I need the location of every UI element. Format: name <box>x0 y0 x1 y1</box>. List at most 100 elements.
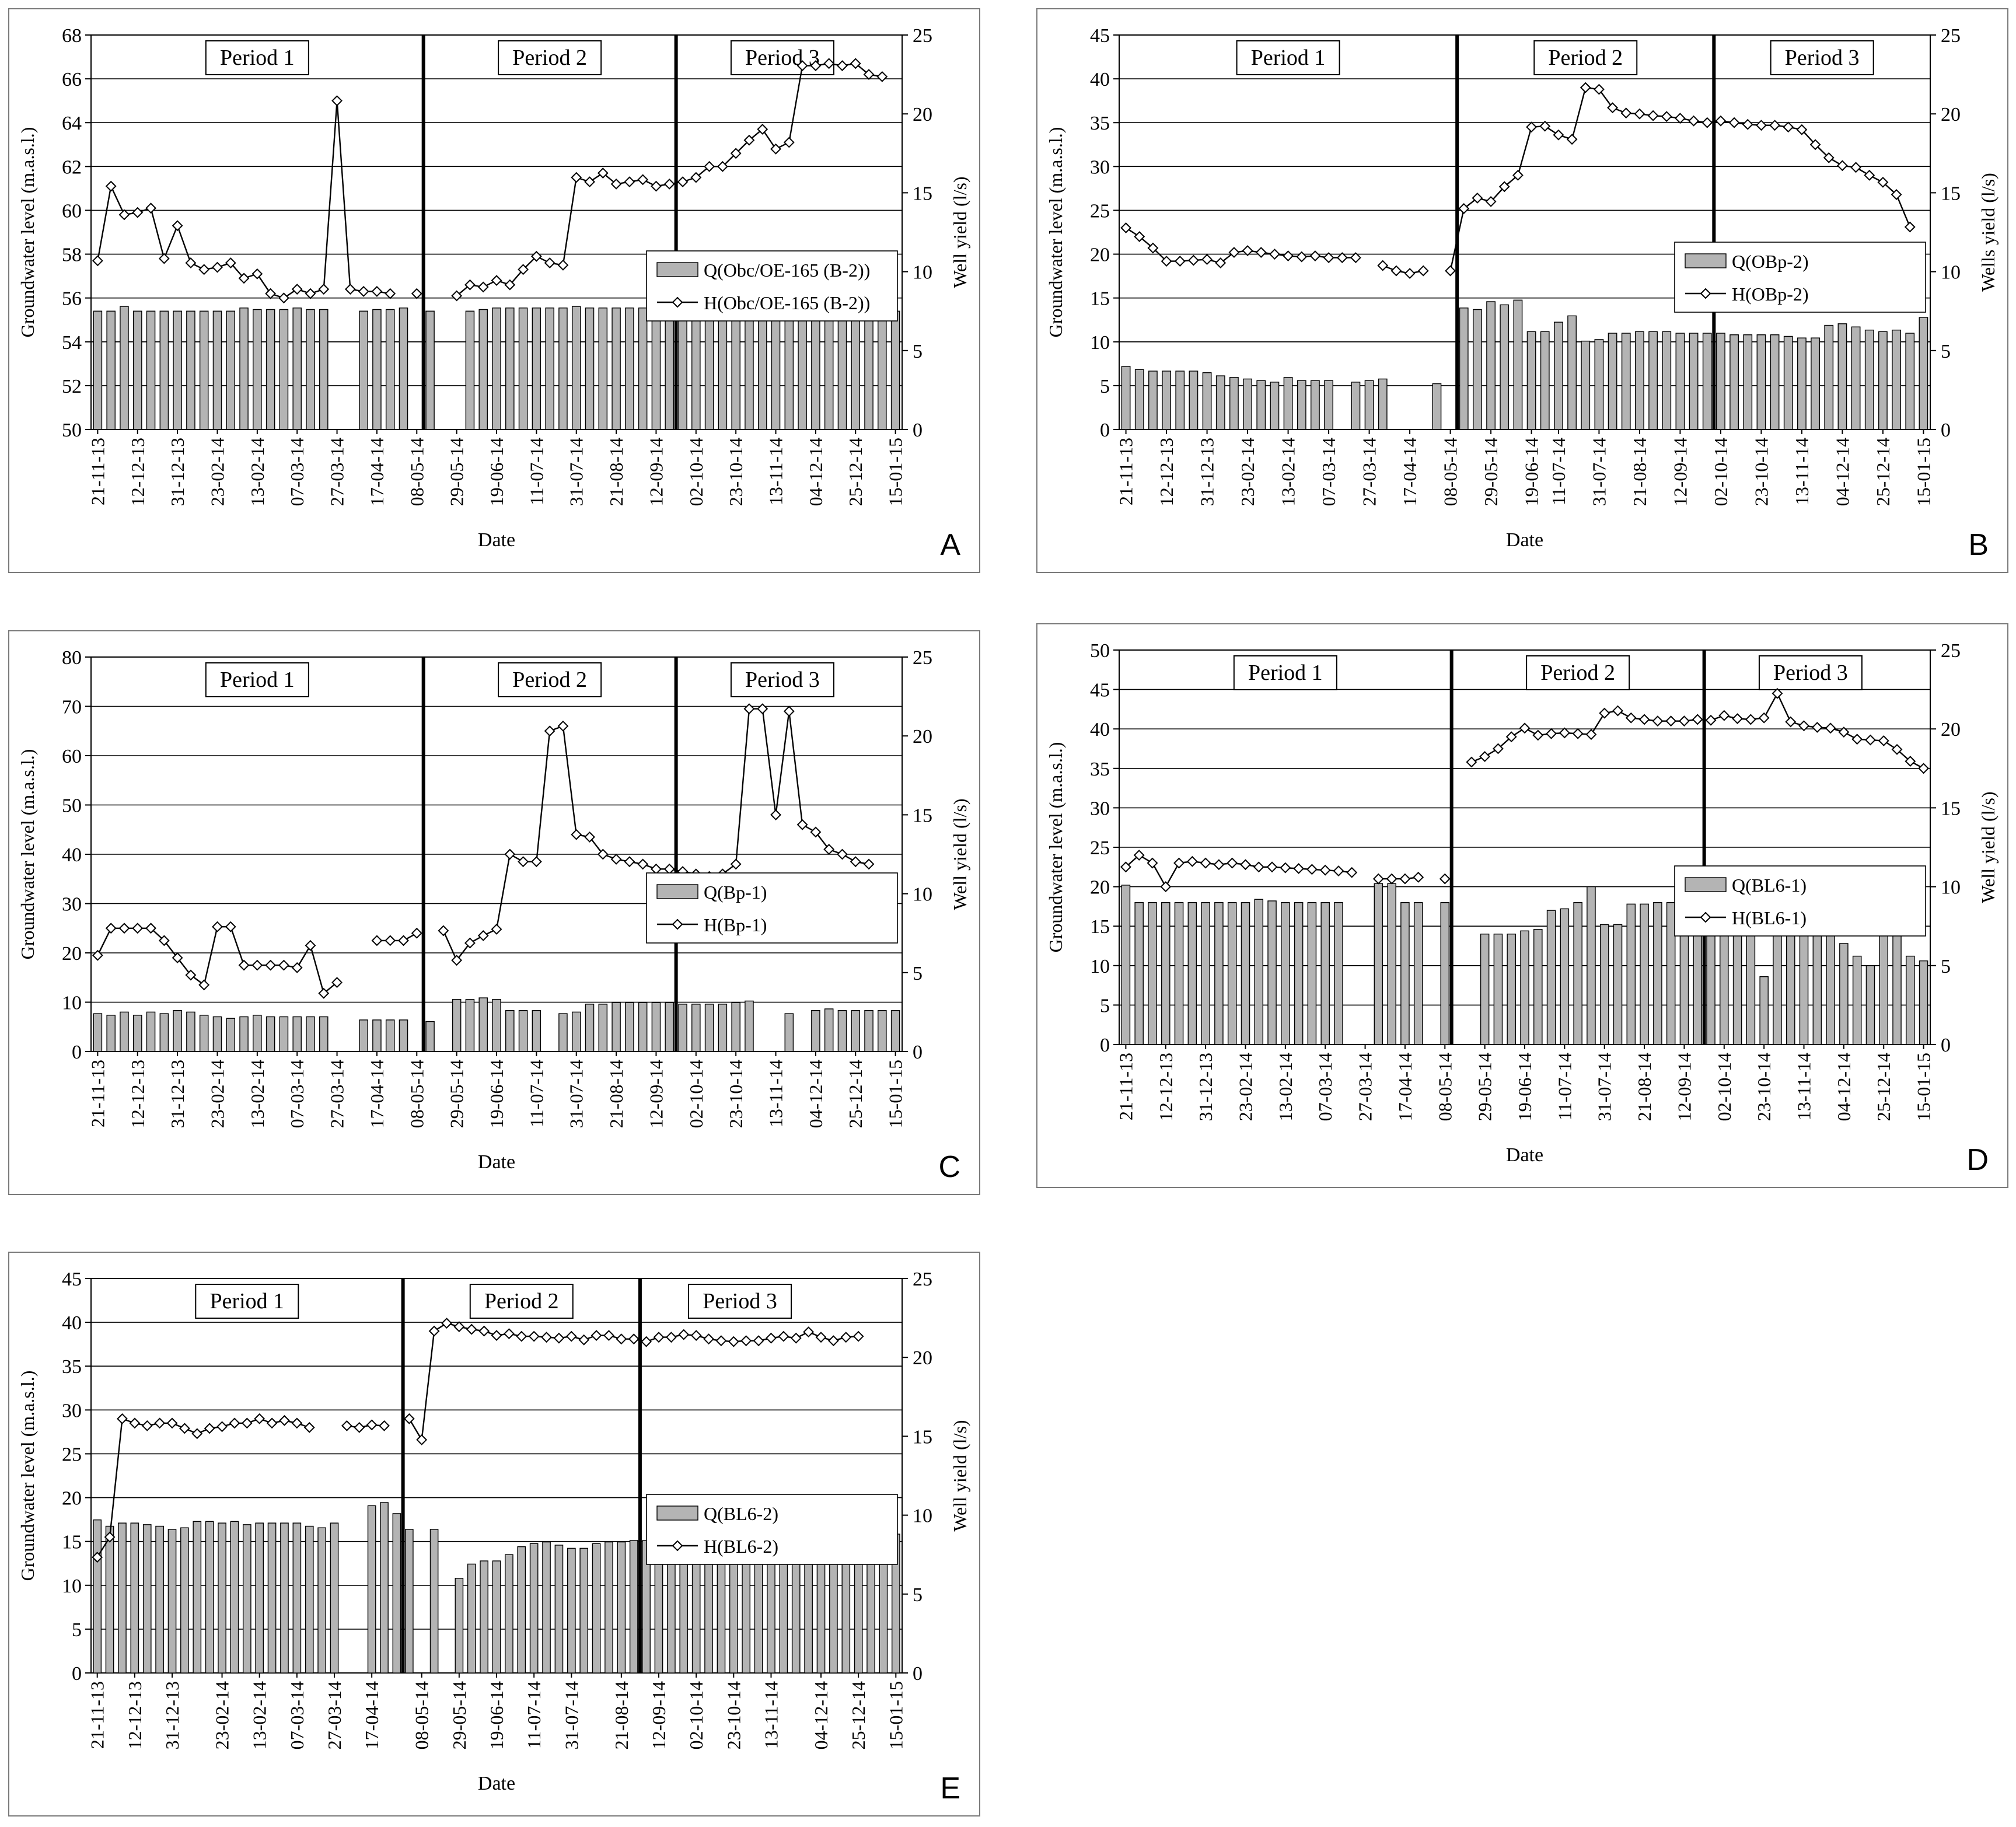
y-right-tick-label: 5 <box>913 1584 923 1606</box>
line-marker <box>172 220 183 232</box>
x-tick-label: 12-09-14 <box>645 1060 666 1128</box>
period-label: Period 1 <box>1251 46 1326 70</box>
line-marker <box>145 202 156 214</box>
bar <box>212 1016 222 1052</box>
y-right-tick-label: 15 <box>913 1426 932 1448</box>
line-marker <box>641 1336 652 1347</box>
bar <box>1121 366 1131 430</box>
y-left-tick-label: 52 <box>62 376 82 397</box>
x-tick-label: 15-01-15 <box>885 1681 906 1749</box>
x-tick-label: 23-10-14 <box>1753 1053 1774 1121</box>
bar <box>1507 934 1516 1045</box>
bar <box>1148 371 1158 430</box>
bar <box>319 1016 329 1052</box>
bar <box>1621 333 1631 430</box>
line-marker <box>715 1335 727 1347</box>
bar <box>467 1563 476 1674</box>
line-marker <box>624 856 635 868</box>
bar <box>1653 902 1662 1045</box>
y-right-tick-label: 20 <box>913 726 932 747</box>
bar <box>558 308 568 430</box>
line-marker <box>1878 735 1889 746</box>
period-label: Period 3 <box>1785 46 1860 70</box>
line-marker <box>154 1417 166 1429</box>
line-marker <box>491 275 502 287</box>
x-tick-label: 21-11-13 <box>1116 438 1137 505</box>
line-marker <box>1350 252 1361 263</box>
line-marker <box>544 257 555 268</box>
period-label-box: Period 3 <box>1758 655 1863 690</box>
bar <box>1581 340 1591 430</box>
line-marker <box>1612 705 1623 717</box>
y-right-tick-label: 25 <box>913 1269 932 1290</box>
x-tick-label: 07-03-14 <box>1315 1053 1336 1121</box>
bar <box>1229 377 1239 430</box>
line-marker <box>385 935 396 946</box>
period-label: Period 2 <box>1548 46 1623 70</box>
x-tick-label: 02-10-14 <box>686 1060 707 1128</box>
line-marker <box>1280 862 1291 874</box>
line-marker <box>129 1417 141 1429</box>
bar <box>1919 317 1928 430</box>
y-left-tick-label: 35 <box>1090 759 1110 780</box>
y-left-tick-label: 0 <box>72 1663 82 1685</box>
bar <box>305 1525 314 1674</box>
y-left-tick-label: 64 <box>62 113 82 134</box>
bar <box>1387 883 1396 1045</box>
line-marker <box>1661 111 1672 123</box>
line-marker <box>557 259 569 271</box>
bar <box>505 1554 513 1674</box>
line-marker <box>740 1335 752 1347</box>
period-label-box: Period 1 <box>205 662 309 697</box>
line-marker <box>354 1421 365 1433</box>
y-left-tick-label: 40 <box>1090 69 1110 90</box>
bar <box>1493 934 1503 1045</box>
bar <box>878 308 887 430</box>
bar <box>1613 924 1623 1045</box>
bar <box>864 1009 874 1052</box>
bar <box>545 308 554 430</box>
y-right-tick-label: 20 <box>1941 104 1961 125</box>
bar <box>651 308 661 430</box>
bar <box>811 1009 820 1052</box>
legend-label-q: Q(Obc/OE-165 (B-2)) <box>704 260 870 281</box>
line-marker <box>1634 108 1645 120</box>
x-axis-title: Date <box>478 529 515 551</box>
x-tick-label: 31-12-13 <box>1197 438 1218 506</box>
bar <box>890 310 900 430</box>
x-tick-label: 02-10-14 <box>686 1681 707 1749</box>
x-tick-label: 13-02-14 <box>1275 1053 1296 1121</box>
bar <box>478 309 488 430</box>
bar <box>359 310 368 430</box>
line-marker <box>453 1321 465 1333</box>
y-right-axis-title: Well yield (l/s) <box>949 798 970 910</box>
line-marker <box>1173 857 1185 869</box>
line-marker <box>1253 861 1264 873</box>
y-left-tick-label: 35 <box>1090 113 1110 134</box>
legend: Q(OBp-2) H(OBp-2) <box>1674 242 1926 313</box>
line-marker <box>1323 252 1334 263</box>
x-tick-label: 25-12-14 <box>1872 438 1893 506</box>
bar <box>1215 375 1225 430</box>
period-label-frame <box>1533 40 1638 75</box>
bar <box>429 1529 439 1674</box>
line-marker <box>783 705 795 717</box>
bar <box>704 1004 714 1052</box>
bar <box>1666 902 1676 1045</box>
bar <box>199 310 209 430</box>
line-marker <box>823 844 835 855</box>
line-marker <box>743 134 755 146</box>
bar <box>1351 382 1361 430</box>
bar <box>1227 902 1237 1045</box>
line-marker <box>198 264 210 275</box>
x-tick-label: 08-05-14 <box>411 1681 432 1749</box>
line-marker <box>840 1332 852 1343</box>
y-right-tick-label: 0 <box>1941 420 1951 441</box>
line-marker <box>241 1417 253 1429</box>
bar <box>518 308 528 430</box>
line-marker <box>265 288 277 299</box>
bar <box>253 309 262 430</box>
bar <box>1826 932 1835 1045</box>
line-marker <box>1188 254 1199 266</box>
line-marker <box>318 284 330 295</box>
